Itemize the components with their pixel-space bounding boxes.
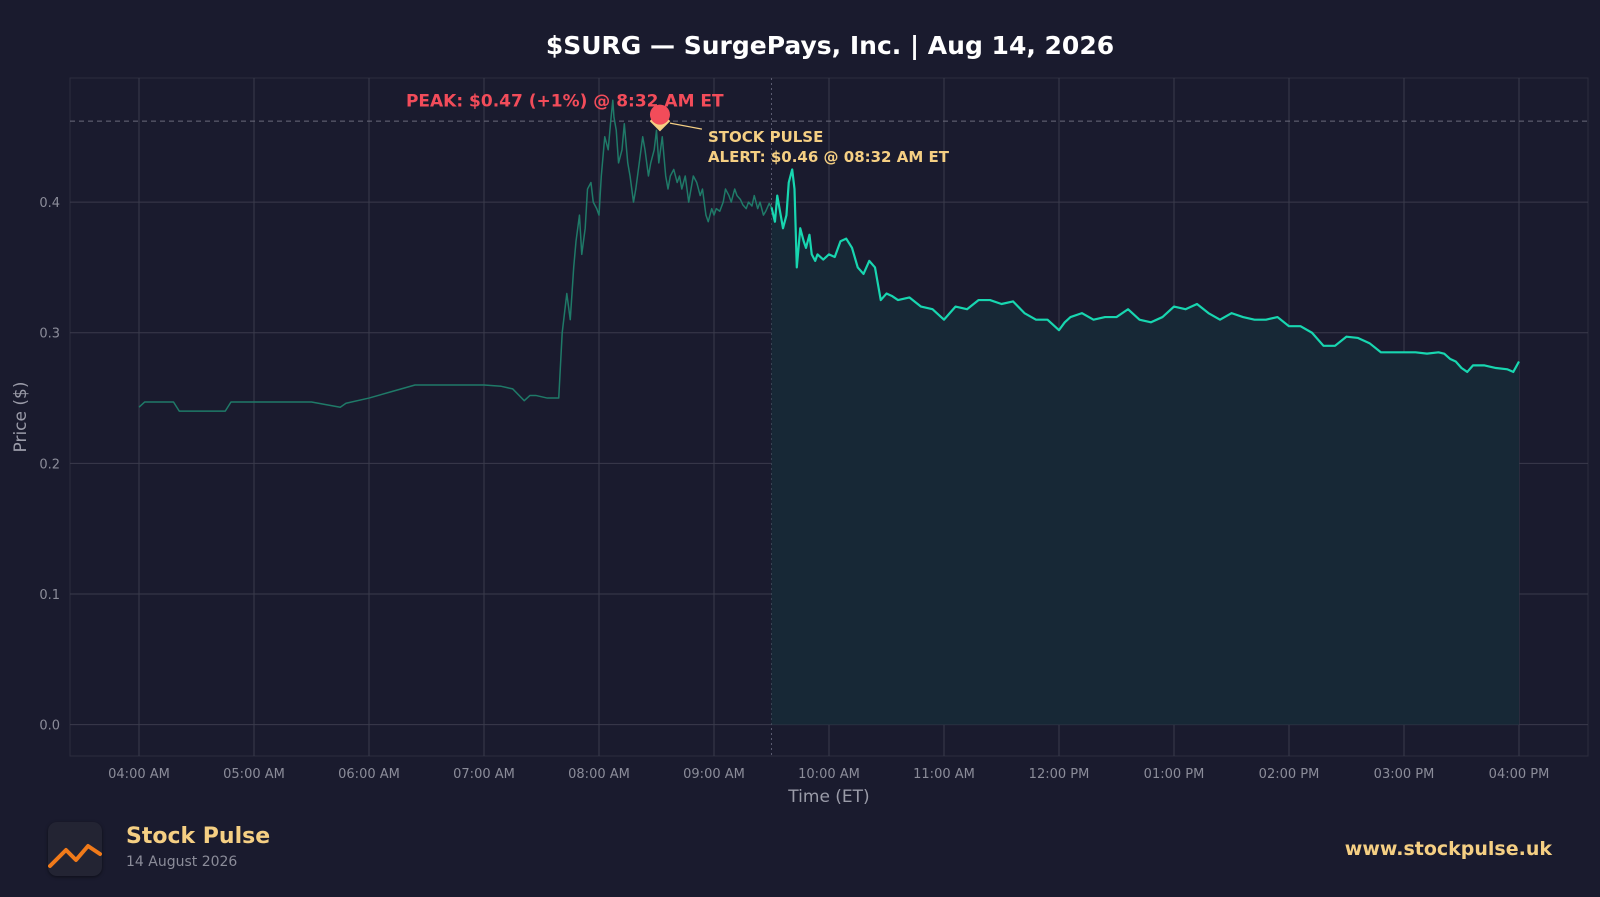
peak-label: PEAK: $0.47 (+1%) @ 8:32 AM ET: [406, 92, 724, 112]
x-tick-label: 10:00 AM: [798, 767, 860, 782]
y-tick-label: 0.3: [39, 327, 60, 342]
x-tick-label: 05:00 AM: [223, 767, 285, 782]
y-tick-label: 0.4: [39, 196, 60, 211]
tick-layer: 0.0 0.1 0.2 0.3 0.4 04:00 AM 05:00 AM 06:00 AM 0…: [39, 196, 1549, 782]
alert-label-detail: ALERT: $0.46 @ 08:32 AM ET: [708, 148, 950, 166]
y-tick-label: 0.2: [39, 457, 60, 472]
y-axis-label: Price ($): [11, 382, 31, 453]
premarket-line: [138, 99, 773, 412]
x-tick-label: 11:00 AM: [913, 767, 975, 782]
x-tick-label: 08:00 AM: [568, 767, 630, 782]
x-tick-label: 04:00 AM: [108, 767, 170, 782]
brand-name: Stock Pulse: [126, 824, 271, 849]
area-fill: [771, 169, 1519, 725]
x-tick-label: 12:00 PM: [1029, 767, 1090, 782]
series-layer: [138, 99, 1520, 412]
x-tick-label: 03:00 PM: [1374, 767, 1435, 782]
x-axis-label: Time (ET): [787, 787, 869, 807]
alert-connector: [669, 122, 703, 130]
annotation-layer: STOCK PULSE ALERT: $0.46 @ 08:32 AM ET PEA…: [406, 92, 950, 167]
chart-title: $SURG — SurgePays, Inc. | Aug 14, 2026: [546, 31, 1114, 60]
alert-label-title: STOCK PULSE: [708, 128, 823, 146]
market-hours-fill: [771, 169, 1519, 725]
y-tick-label: 0.1: [39, 588, 60, 603]
x-tick-label: 01:00 PM: [1144, 767, 1205, 782]
website-link[interactable]: www.stockpulse.uk: [1344, 838, 1552, 860]
stock-pulse-logo-icon: [48, 822, 102, 876]
brand-date: 14 August 2026: [126, 854, 238, 870]
x-tick-label: 09:00 AM: [683, 767, 745, 782]
market-hours-line: [770, 168, 1520, 374]
x-tick-label: 02:00 PM: [1259, 767, 1320, 782]
y-tick-label: 0.0: [39, 719, 60, 734]
peak-marker: [649, 104, 670, 125]
x-tick-label: 06:00 AM: [338, 767, 400, 782]
x-tick-label: 07:00 AM: [453, 767, 515, 782]
x-tick-label: 04:00 PM: [1489, 767, 1550, 782]
